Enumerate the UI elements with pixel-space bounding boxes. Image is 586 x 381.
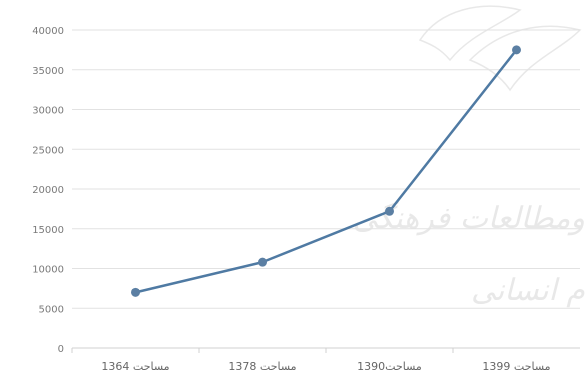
series-layer <box>131 45 521 297</box>
series-line <box>134 48 518 294</box>
data-point <box>512 45 521 55</box>
x-axis-ticks: مساحت 1364 مساحت 1378 مساحت1390 مساحت 1399 <box>101 360 550 373</box>
y-axis-ticks: 40000 35000 30000 25000 20000 15000 10000 5000 0 <box>32 26 64 355</box>
gridlines <box>71 29 580 353</box>
data-point <box>385 206 394 216</box>
x-tick-label: مساحت 1378 <box>228 360 296 373</box>
x-tick-label: مساحت1390 <box>357 360 422 373</box>
data-point <box>258 257 267 267</box>
y-tick-label: 30000 <box>32 106 64 117</box>
x-tick-label: مساحت 1399 <box>482 360 550 373</box>
y-tick-label: 15000 <box>32 225 64 236</box>
y-tick-label: 40000 <box>32 26 64 37</box>
watermark: ومطالعات فرهنگی م انسانی <box>353 5 585 308</box>
watermark-text-1: ومطالعات فرهنگی <box>353 201 585 236</box>
y-tick-label: 0 <box>58 344 64 355</box>
x-tick-label: مساحت 1364 <box>101 360 169 373</box>
watermark-logo-shape-2 <box>468 25 582 92</box>
data-point <box>131 287 140 297</box>
y-tick-label: 35000 <box>32 66 64 77</box>
y-tick-label: 20000 <box>32 185 64 196</box>
watermark-logo-shape <box>418 5 522 62</box>
y-tick-label: 10000 <box>32 265 64 276</box>
y-tick-label: 5000 <box>39 304 64 315</box>
y-tick-label: 25000 <box>32 145 64 156</box>
watermark-text-2: م انسانی <box>471 273 585 308</box>
